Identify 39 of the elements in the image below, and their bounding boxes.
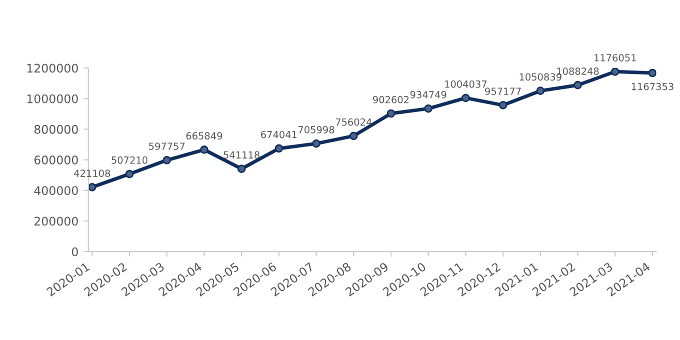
data-label: 1088248 [557, 68, 599, 75]
point [349, 132, 358, 140]
point [424, 104, 432, 113]
data-label: 957177 [485, 88, 521, 95]
y-tick-label: 400000 [34, 186, 78, 196]
point [125, 170, 134, 178]
y-tick-label: 1200000 [27, 64, 78, 73]
data-label: 1176051 [594, 54, 636, 62]
data-label: 705998 [298, 126, 334, 134]
data-label: 507210 [112, 156, 148, 164]
point [88, 183, 96, 192]
point [386, 109, 396, 118]
y-tick-label: 800000 [34, 124, 78, 134]
point [574, 80, 582, 90]
data-label: 1167353 [632, 82, 674, 90]
data-label: 674041 [261, 130, 297, 138]
data-label: 1004037 [445, 80, 487, 88]
data-label: 934749 [410, 91, 446, 98]
point [536, 86, 545, 95]
data-label: 756024 [336, 118, 372, 126]
point [498, 100, 508, 110]
point [162, 156, 172, 164]
point [274, 144, 284, 153]
point [237, 164, 246, 173]
data-label: 665849 [186, 132, 222, 140]
y-tick-label: 1000000 [27, 94, 78, 104]
data-label: 902602 [373, 96, 409, 104]
y-tick-label: 200000 [34, 216, 78, 226]
point [462, 94, 470, 102]
point [648, 68, 656, 78]
data-label: 421108 [74, 170, 110, 177]
y-tick-label: 600000 [34, 156, 78, 164]
point [200, 146, 208, 154]
data-label: 541118 [224, 151, 260, 159]
point [610, 68, 620, 76]
data-label: 597757 [149, 142, 185, 150]
point [312, 139, 320, 148]
data-label: 1050839 [520, 73, 562, 81]
y-tick-label: 0 [72, 247, 78, 256]
